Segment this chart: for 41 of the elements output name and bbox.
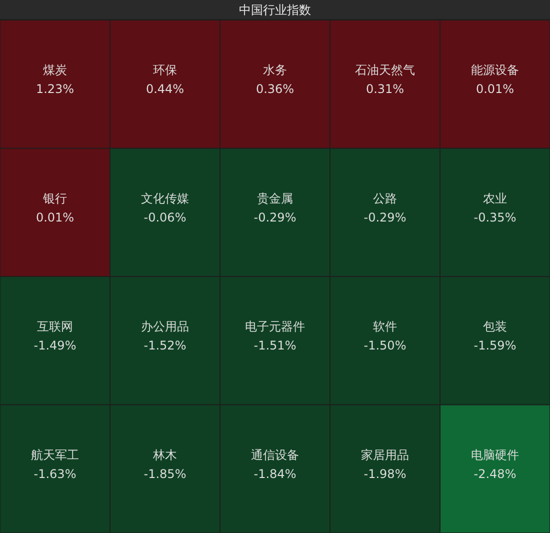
category-label: 水务 — [263, 63, 287, 78]
data-label: -1.63% — [34, 466, 76, 481]
category-label: 互联网 — [37, 320, 73, 334]
category-label: 电脑硬件 — [471, 448, 519, 462]
category-label: 林木 — [152, 448, 177, 462]
data-label: -1.98% — [364, 466, 406, 481]
category-label: 公路 — [373, 191, 397, 206]
data-label: -1.52% — [144, 338, 186, 353]
data-label: 0.36% — [256, 82, 294, 96]
category-label: 农业 — [483, 191, 507, 206]
data-label: -0.29% — [254, 210, 296, 224]
data-label: -1.51% — [254, 338, 296, 353]
data-label: 0.01% — [476, 82, 514, 96]
category-label: 通信设备 — [251, 448, 299, 462]
data-label: 0.31% — [366, 82, 404, 96]
category-label: 软件 — [373, 320, 397, 334]
data-label: 0.01% — [36, 210, 74, 224]
category-label: 办公用品 — [141, 320, 189, 334]
category-label: 电子元器件 — [245, 320, 305, 334]
data-label: 1.23% — [36, 82, 74, 96]
category-label: 能源设备 — [471, 63, 519, 78]
data-label: -1.49% — [34, 338, 76, 353]
category-label: 环保 — [153, 63, 177, 78]
category-label: 包装 — [483, 320, 507, 334]
category-label: 银行 — [42, 191, 67, 206]
category-label: 石油天然气 — [355, 63, 415, 78]
data-label: -0.29% — [364, 210, 406, 224]
data-label: -0.06% — [144, 210, 186, 224]
data-label: 0.44% — [146, 82, 184, 96]
data-label: -1.84% — [254, 466, 296, 481]
data-label: -2.48% — [474, 466, 516, 481]
category-label: 贵金属 — [257, 191, 293, 206]
category-label: 文化传媒 — [141, 191, 189, 206]
data-label: -0.35% — [474, 210, 516, 224]
data-label: -1.85% — [144, 466, 186, 481]
category-label: 家居用品 — [361, 448, 409, 462]
category-label: 煤炭 — [43, 63, 67, 78]
data-label: -1.59% — [474, 338, 516, 353]
text: 中国行业指数 — [239, 3, 311, 17]
category-label: 航天军工 — [31, 448, 79, 462]
data-label: -1.50% — [364, 338, 406, 353]
